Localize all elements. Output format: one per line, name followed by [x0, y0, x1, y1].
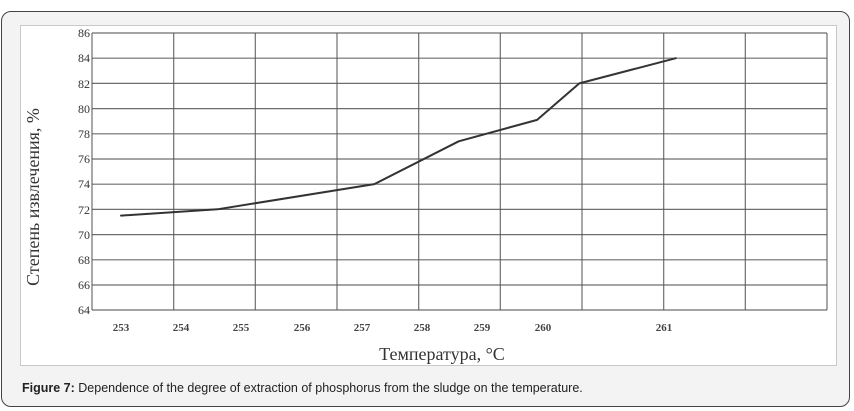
x-tick-label: 253 — [113, 322, 130, 334]
x-tick-label: 257 — [354, 322, 371, 334]
caption-text: Dependence of the degree of extraction o… — [74, 381, 583, 395]
y-tick-label: 86 — [78, 26, 90, 40]
chart-panel — [20, 25, 837, 366]
x-tick-label: 256 — [294, 322, 311, 334]
y-tick-label: 84 — [78, 51, 90, 65]
y-tick-label: 78 — [78, 127, 90, 141]
y-tick-label: 64 — [78, 303, 90, 317]
y-tick-labels: 64 66 68 70 72 74 76 78 80 82 84 86 — [78, 26, 90, 317]
data-series-line — [120, 57, 677, 217]
x-tick-label: 260 — [535, 322, 552, 334]
y-tick-label: 80 — [78, 102, 90, 116]
y-tick-label: 76 — [78, 152, 90, 166]
y-gridlines — [92, 32, 827, 311]
y-tick-label: 82 — [78, 77, 90, 91]
x-gridlines — [91, 33, 828, 310]
y-tick-label: 66 — [78, 278, 90, 292]
x-tick-label: 261 — [656, 322, 673, 334]
y-tick-label: 68 — [78, 253, 90, 267]
x-tick-label: 258 — [414, 322, 431, 334]
x-tick-label: 254 — [173, 322, 190, 334]
y-tick-label: 74 — [78, 177, 90, 191]
y-axis-title: Степень извлечения, % — [23, 108, 43, 286]
x-axis-title: Температура, °C — [379, 344, 505, 364]
x-tick-labels: 253 254 255 256 257 258 259 260 261 — [113, 322, 673, 334]
caption-label: Figure 7: — [22, 381, 75, 395]
y-tick-label: 70 — [78, 228, 90, 242]
x-tick-label: 255 — [233, 322, 250, 334]
x-tick-label: 259 — [474, 322, 491, 334]
figure-caption: Figure 7: Dependence of the degree of ex… — [22, 381, 583, 395]
y-tick-label: 72 — [78, 203, 90, 217]
